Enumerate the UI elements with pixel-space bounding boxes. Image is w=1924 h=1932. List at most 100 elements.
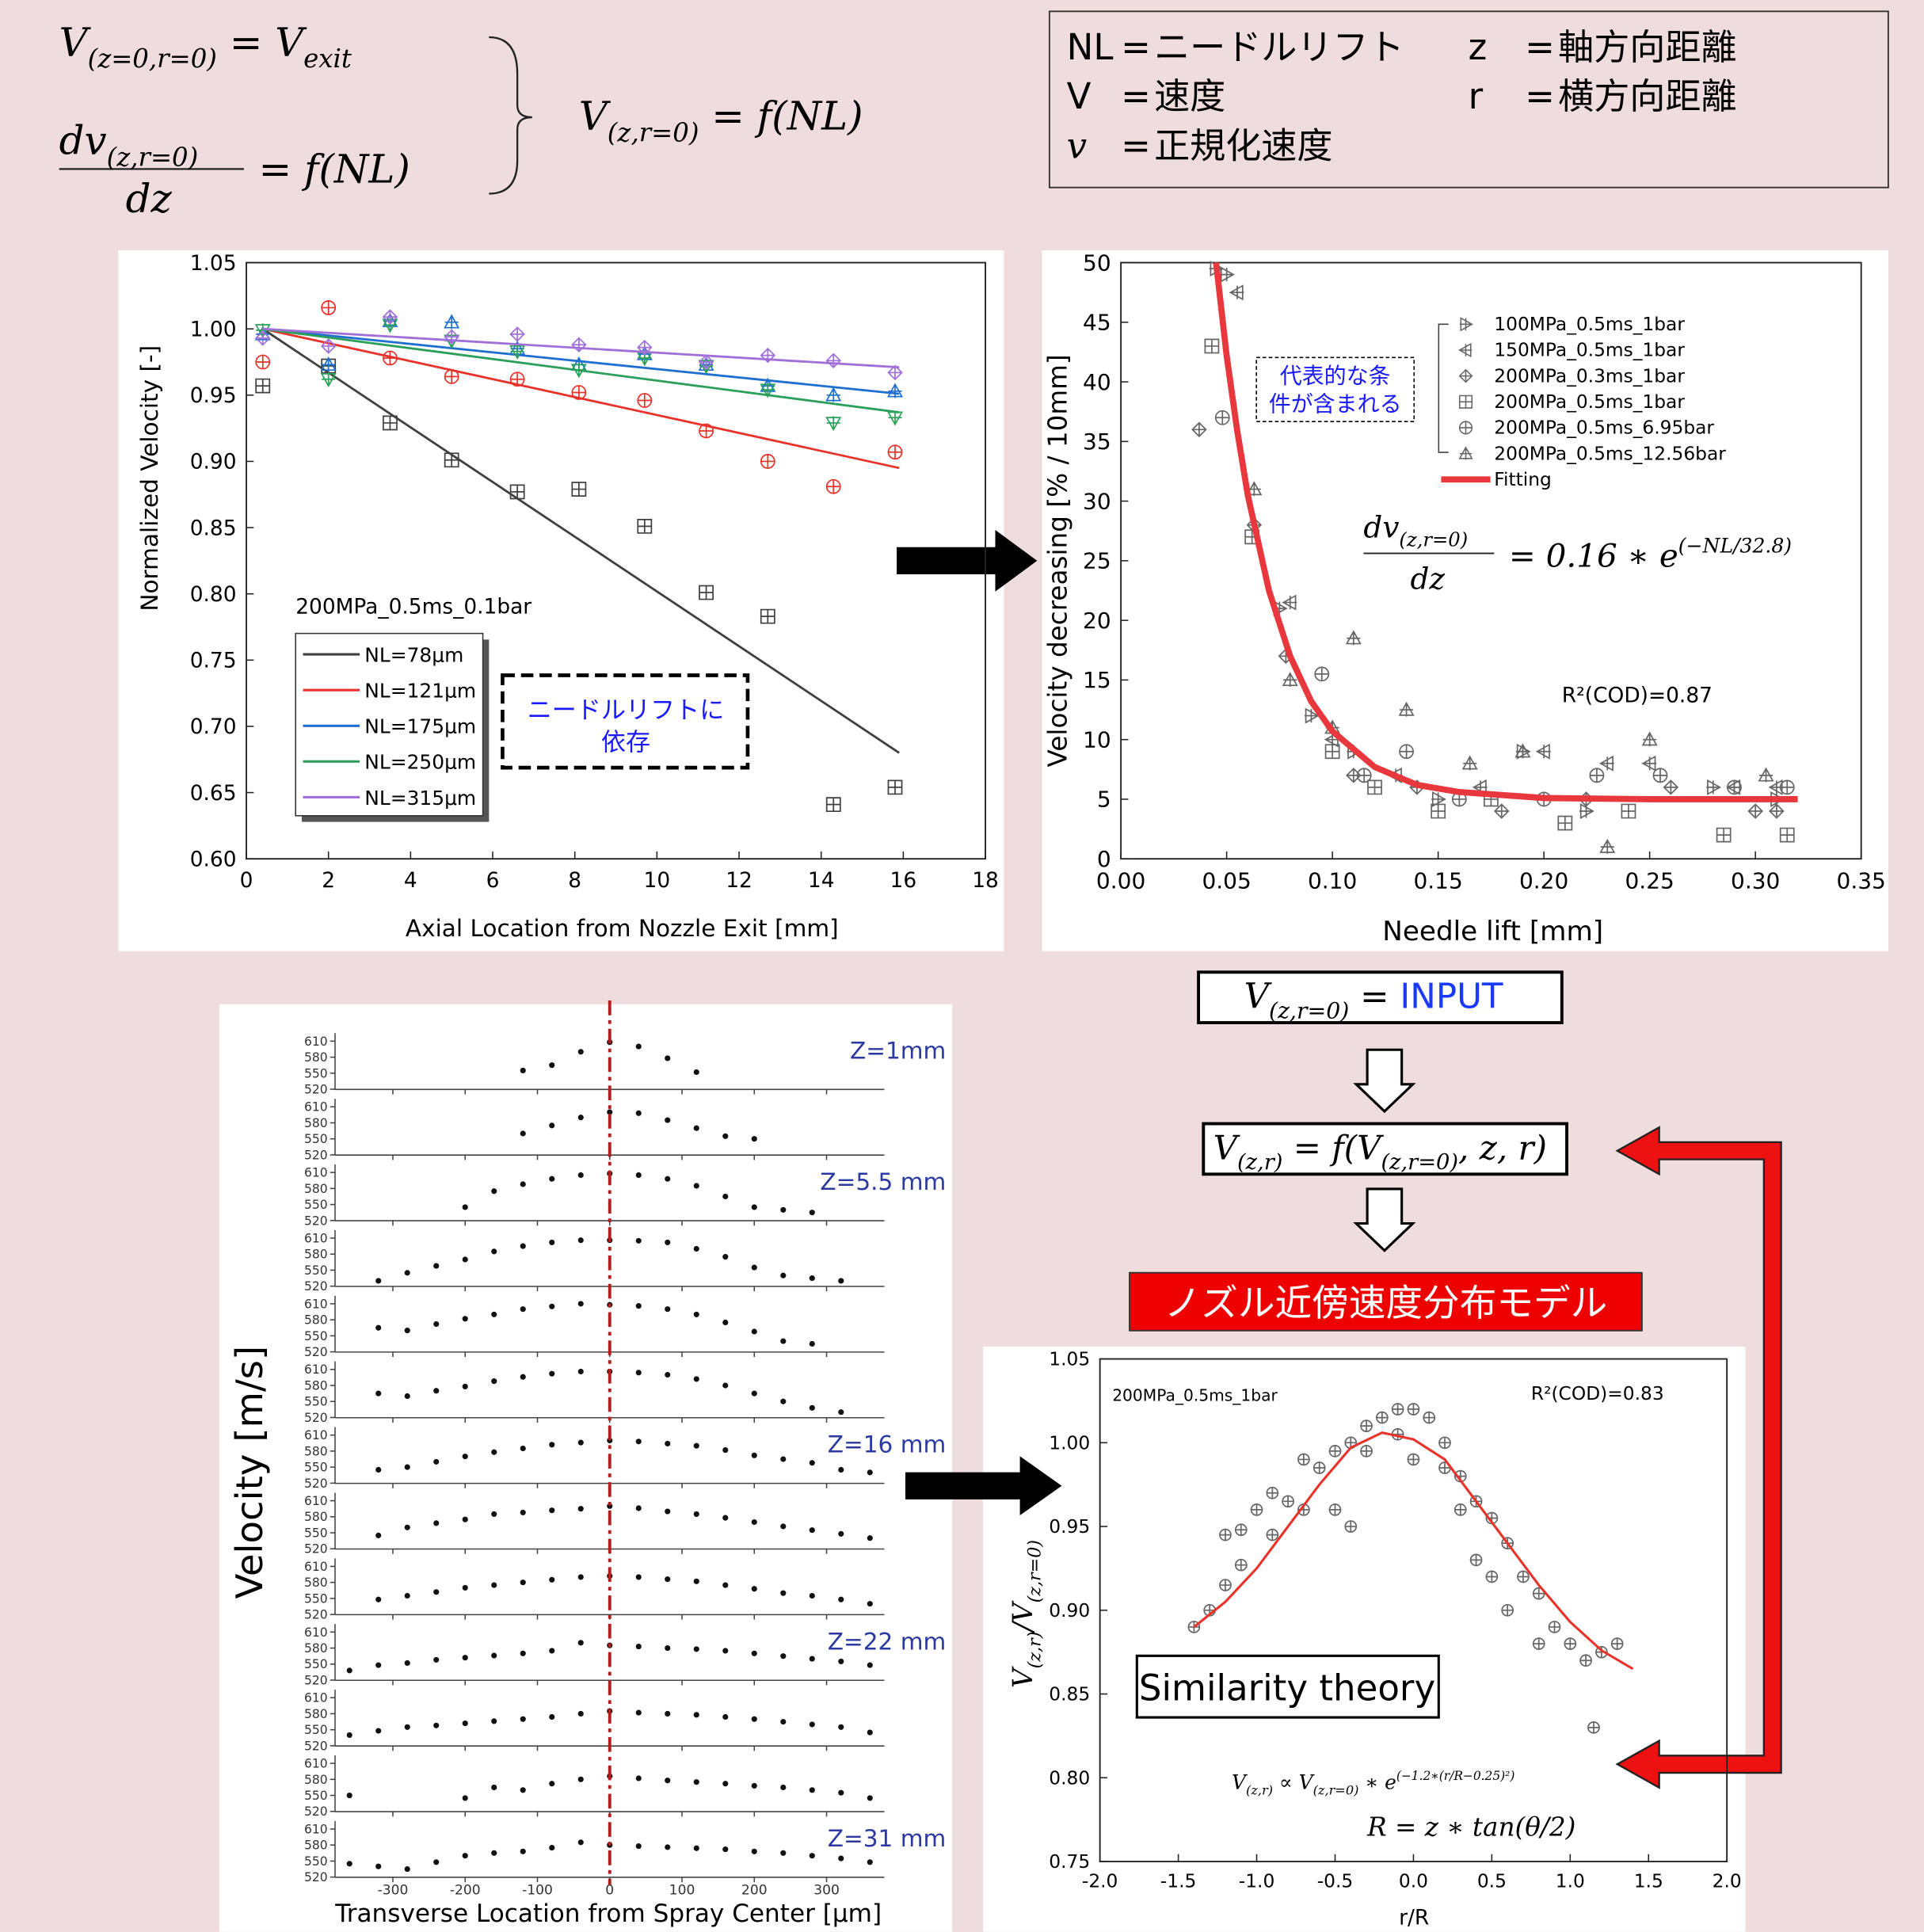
data-point — [549, 1371, 554, 1377]
y-tick-label: 520 — [304, 1214, 328, 1228]
data-point — [636, 1574, 642, 1580]
x-tick-label: -1.5 — [1160, 1871, 1197, 1892]
data-point — [636, 1843, 642, 1849]
data-point — [1502, 1605, 1513, 1616]
data-point — [780, 1850, 786, 1856]
data-point — [636, 1172, 642, 1178]
y-tick-label: 610 — [304, 1035, 328, 1049]
y-tick-label: 610 — [304, 1231, 328, 1245]
data-point — [511, 372, 524, 386]
x-tick-label: 0.30 — [1731, 868, 1780, 894]
formula-exponent: (−NL/32.8) — [1678, 534, 1792, 557]
data-point — [1216, 411, 1229, 425]
data-point — [867, 1663, 873, 1668]
data-point — [405, 1724, 410, 1730]
y-tick-label: 580 — [304, 1313, 328, 1328]
data-point — [636, 1775, 642, 1781]
data-point — [433, 1589, 439, 1595]
data-point — [810, 1787, 815, 1793]
y-tick-label: 520 — [304, 1279, 328, 1294]
input-word: INPUT — [1400, 977, 1503, 1016]
x-tick-label: -0.5 — [1317, 1871, 1354, 1892]
formula-part: dz — [1411, 562, 1446, 596]
equals: = — [1121, 26, 1151, 68]
data-point — [694, 1779, 699, 1785]
y-tick-label: 610 — [304, 1297, 328, 1311]
formula-part: ∗ e — [1358, 1770, 1396, 1793]
data-point — [463, 1316, 468, 1321]
x-tick-label: 0.05 — [1202, 868, 1251, 894]
y-tick-label: 580 — [304, 1444, 328, 1458]
data-point — [578, 1506, 584, 1511]
x-tick-label: 1.0 — [1556, 1871, 1585, 1892]
y-tick-label: 5 — [1097, 787, 1111, 813]
data-point — [810, 1656, 815, 1661]
data-point — [867, 1729, 873, 1735]
data-point — [463, 1655, 468, 1660]
data-point — [256, 355, 269, 368]
data-point — [1267, 1488, 1278, 1499]
data-point — [665, 1176, 670, 1182]
data-point — [722, 1134, 728, 1139]
data-point — [463, 1454, 468, 1459]
data-point — [491, 1248, 497, 1254]
data-point — [694, 1443, 699, 1449]
data-point — [780, 1785, 786, 1790]
data-point — [463, 1585, 468, 1591]
formula-subscript: (z=0,r=0) — [88, 44, 217, 74]
data-point — [549, 1062, 554, 1068]
data-point — [722, 1194, 728, 1199]
y-tick-label: 0 — [1097, 846, 1111, 872]
y-tick-label: 610 — [304, 1100, 328, 1115]
y-axis-title: Velocity decreasing [% / 10mm] — [1043, 354, 1073, 767]
legend-label: 150MPa_0.5ms_1bar — [1494, 340, 1685, 361]
y-tick-label: 550 — [304, 1066, 328, 1080]
data-point — [761, 455, 775, 468]
y-tick-label: 35 — [1083, 429, 1111, 455]
legend-label: 200MPa_0.5ms_1bar — [1494, 391, 1685, 413]
data-point — [549, 1648, 554, 1653]
x-tick-label: 12 — [726, 868, 752, 893]
legend-label: NL=78μm — [364, 643, 463, 666]
data-point — [1358, 768, 1371, 782]
data-point — [572, 386, 585, 399]
data-point — [405, 1593, 410, 1599]
data-point — [1455, 1504, 1466, 1515]
data-point — [638, 394, 651, 407]
formula-subscript: exit — [303, 44, 352, 74]
data-point — [405, 1660, 410, 1666]
formula-part: ∝ V — [1273, 1770, 1316, 1793]
formula-part: dv — [59, 118, 107, 164]
r2: R²(COD)=0.83 — [1531, 1383, 1664, 1404]
x-tick-label: -1.0 — [1239, 1871, 1275, 1892]
data-point — [838, 1855, 844, 1861]
data-point — [578, 1115, 584, 1120]
legend-label: NL=250μm — [364, 751, 476, 774]
data-point — [578, 1172, 584, 1178]
data-point — [1588, 1722, 1599, 1733]
data-point — [578, 1777, 584, 1782]
y-tick-label: 580 — [304, 1510, 328, 1524]
formula-part: = f(NL) — [259, 146, 410, 192]
equals: = — [1525, 26, 1555, 68]
data-point — [1220, 1530, 1231, 1541]
y-tick-label: 1.05 — [1049, 1349, 1090, 1370]
data-point — [665, 1508, 670, 1514]
legend-label: 100MPa_0.5ms_1bar — [1494, 314, 1685, 335]
data-point — [463, 1384, 468, 1389]
data-point — [722, 1582, 728, 1587]
data-point — [1590, 768, 1603, 782]
data-point — [322, 301, 335, 314]
data-point — [636, 1439, 642, 1444]
data-point — [665, 1645, 670, 1651]
y-tick-label: 580 — [304, 1116, 328, 1130]
data-point — [636, 1505, 642, 1511]
y-tick-label: 1.00 — [1049, 1432, 1090, 1454]
x-tick-label: 200 — [741, 1883, 768, 1899]
data-point — [636, 1111, 642, 1116]
data-point — [636, 1644, 642, 1649]
y-tick-label: 15 — [1083, 667, 1111, 693]
data-point — [722, 1254, 728, 1259]
r2: R²(COD)=0.87 — [1562, 684, 1713, 708]
data-point — [636, 1303, 642, 1309]
